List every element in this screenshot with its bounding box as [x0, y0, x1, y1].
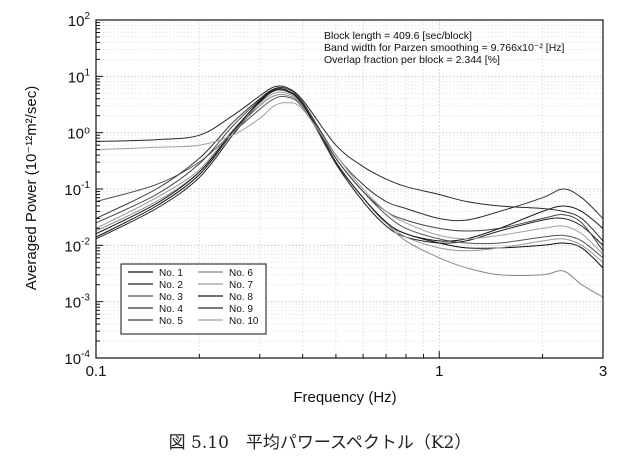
x-tick-label-2: 3 — [599, 363, 607, 380]
x-tick-label-0: 0.1 — [86, 363, 107, 380]
axis-ticks: 0.1 1 3 10-4 10-3 10-2 10-1 10⁰ 101 102 — [64, 11, 607, 380]
y-tick-label-4: 10⁰ — [67, 126, 90, 143]
legend-box — [120, 263, 267, 335]
y-tick-label-5: 101 — [68, 67, 91, 86]
y-tick-label-0: 10-4 — [64, 349, 90, 368]
annotation-line-1: Block length = 409.6 [sec/block] — [324, 30, 472, 42]
annotation-line-3: Overlap fraction per block = 2.344 [%] — [324, 54, 500, 66]
series-line-7 — [95, 91, 604, 263]
series-line-4 — [95, 86, 604, 222]
figure-caption: 図 5.10 平均パワースペクトル（K2） — [168, 433, 472, 453]
series-line-9 — [95, 85, 604, 242]
annotation-line-2: Band width for Parzen smoothing = 9.766x… — [324, 42, 565, 54]
series-line-3 — [95, 95, 604, 259]
y-axis-label: Averaged Power (10⁻¹²m²/sec) — [23, 86, 40, 290]
legend-label-4: No. 4 — [159, 304, 183, 315]
y-tick-label-2: 10-2 — [64, 236, 90, 255]
y-tick-label-6: 102 — [68, 11, 91, 30]
legend-label-10: No. 10 — [229, 316, 259, 327]
legend-label-7: No. 7 — [229, 280, 253, 291]
x-tick-label-1: 1 — [435, 363, 443, 380]
legend-label-5: No. 5 — [159, 316, 183, 327]
series-line-5 — [95, 88, 604, 252]
legend-label-3: No. 3 — [159, 292, 183, 303]
y-tick-label-1: 10-3 — [64, 293, 90, 312]
legend: No. 1No. 2No. 3No. 4No. 5 No. 6No. 7No. 8… — [120, 263, 267, 335]
y-tick-label-3: 10-1 — [64, 180, 90, 199]
legend-label-9: No. 9 — [229, 304, 253, 315]
series-lines — [95, 85, 604, 298]
legend-label-8: No. 8 — [229, 292, 253, 303]
legend-label-1: No. 1 — [159, 268, 183, 279]
series-line-10 — [95, 102, 604, 255]
series-line-8 — [95, 88, 604, 242]
x-axis-label: Frequency (Hz) — [293, 389, 396, 406]
annotations: Block length = 409.6 [sec/block]Band wid… — [324, 30, 565, 66]
legend-label-6: No. 6 — [229, 268, 253, 279]
legend-label-2: No. 2 — [159, 280, 183, 291]
